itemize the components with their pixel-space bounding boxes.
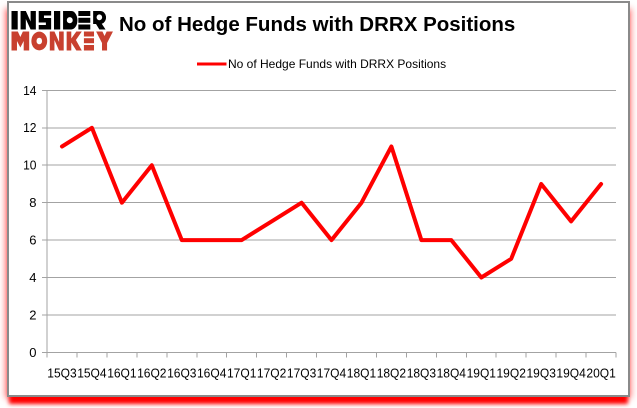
svg-text:19Q3: 19Q3	[527, 366, 556, 381]
svg-text:16Q1: 16Q1	[107, 366, 136, 381]
svg-text:17Q1: 17Q1	[227, 366, 256, 381]
svg-text:17Q4: 17Q4	[317, 366, 346, 381]
svg-text:19Q1: 19Q1	[467, 366, 496, 381]
svg-text:4: 4	[29, 270, 36, 285]
svg-text:18Q4: 18Q4	[437, 366, 466, 381]
svg-text:17Q2: 17Q2	[257, 366, 286, 381]
svg-text:0: 0	[29, 345, 36, 360]
svg-text:8: 8	[29, 195, 36, 210]
svg-text:18Q3: 18Q3	[407, 366, 436, 381]
svg-text:15Q4: 15Q4	[77, 366, 106, 381]
svg-text:19Q4: 19Q4	[556, 366, 585, 381]
svg-text:16Q2: 16Q2	[137, 366, 166, 381]
svg-text:10: 10	[23, 158, 36, 173]
svg-text:17Q3: 17Q3	[287, 366, 316, 381]
svg-text:19Q2: 19Q2	[497, 366, 526, 381]
svg-text:15Q3: 15Q3	[47, 366, 76, 381]
svg-text:6: 6	[29, 233, 36, 248]
svg-text:14: 14	[23, 83, 36, 98]
svg-text:20Q1: 20Q1	[586, 366, 615, 381]
svg-text:18Q1: 18Q1	[347, 366, 376, 381]
svg-text:16Q4: 16Q4	[197, 366, 226, 381]
svg-text:16Q3: 16Q3	[167, 366, 196, 381]
svg-text:2: 2	[29, 307, 36, 322]
svg-text:12: 12	[23, 120, 36, 135]
svg-text:18Q2: 18Q2	[377, 366, 406, 381]
